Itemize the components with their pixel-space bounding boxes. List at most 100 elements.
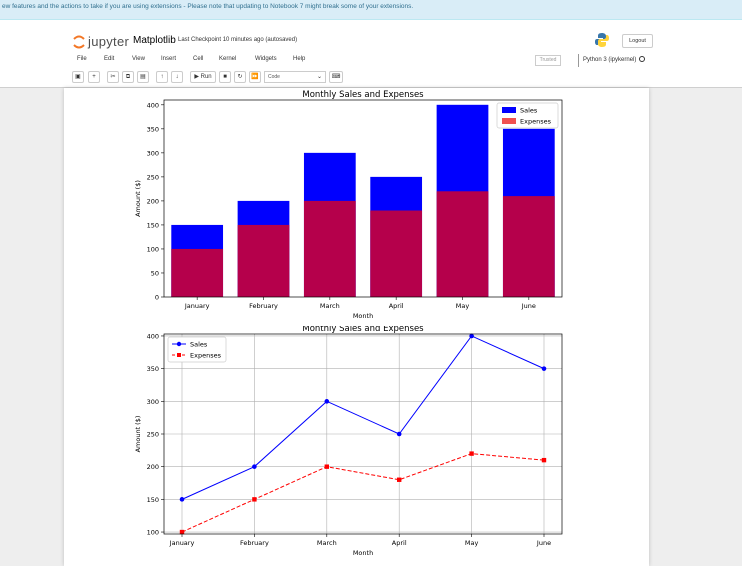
x-tick-label: April: [392, 539, 407, 547]
x-tick-label: June: [536, 539, 551, 547]
x-tick-label: February: [249, 302, 278, 310]
sales-point: [396, 431, 402, 437]
menu-file[interactable]: File: [77, 56, 87, 62]
jupyter-logo-icon[interactable]: [72, 34, 86, 50]
keyboard-icon[interactable]: ⌨: [329, 71, 343, 83]
menu-bar: File Edit View Insert Cell Kernel Widget…: [0, 54, 742, 68]
paste-icon[interactable]: ▤: [137, 71, 149, 83]
y-tick-label: 50: [151, 269, 159, 277]
notification-banner: ew features and the actions to take if y…: [0, 0, 742, 20]
chart-title: Monthly Sales and Expenses: [302, 90, 424, 100]
notebook-cell-output: Monthly Sales and Expenses Month Amount ($…: [64, 88, 649, 566]
menu-cell[interactable]: Cell: [193, 56, 204, 62]
legend-expenses-swatch: [502, 118, 516, 124]
restart-icon[interactable]: ↻: [234, 71, 246, 83]
x-tick-label: June: [521, 302, 536, 310]
kernel-status-icon: [639, 56, 646, 62]
kernel-indicator[interactable]: Python 3 (ipykernel): [578, 54, 646, 67]
checkpoint-time: 10 minutes ago: [222, 37, 264, 43]
expenses-bar: [502, 196, 555, 297]
expenses-bar: [370, 210, 423, 297]
kernel-name: Python 3 (ipykernel): [583, 57, 637, 63]
notebook-name[interactable]: Matplotlib: [133, 35, 176, 46]
run-button[interactable]: ▶ Run: [190, 71, 216, 83]
y-tick-label: 350: [147, 365, 159, 373]
jupyter-logo-text[interactable]: jupyter: [88, 34, 130, 49]
menu-view[interactable]: View: [132, 56, 145, 62]
y-tick-label: 400: [147, 101, 159, 109]
x-tick-label: January: [169, 539, 195, 547]
expenses-bar: [171, 248, 224, 297]
x-tick-label: March: [317, 539, 337, 547]
menu-help[interactable]: Help: [293, 56, 306, 62]
trusted-indicator[interactable]: Trusted: [535, 55, 561, 66]
x-tick-label: January: [184, 302, 210, 310]
y-axis-label: Amount ($): [134, 416, 142, 453]
menu-edit[interactable]: Edit: [104, 56, 115, 62]
bar-chart: Monthly Sales and Expenses Month Amount ($…: [134, 90, 563, 320]
copy-icon[interactable]: ⧉: [122, 71, 134, 83]
checkpoint-status: Last Checkpoint 10 minutes ago (autosave…: [178, 37, 297, 43]
checkpoint-label: Last Checkpoint: [178, 37, 222, 43]
fast-forward-icon[interactable]: ⏩: [249, 71, 261, 83]
y-tick-label: 350: [147, 125, 159, 133]
legend-sales-swatch: [502, 107, 516, 113]
plot-frame: [163, 333, 563, 535]
y-tick-label: 150: [147, 496, 159, 504]
expenses-point: [541, 457, 547, 463]
expenses-line: [181, 453, 545, 533]
move-down-icon[interactable]: ↓: [171, 71, 183, 83]
plot-frame: [163, 99, 563, 298]
x-tick-label: April: [389, 302, 404, 310]
legend-expenses-label: Expenses: [190, 352, 222, 360]
x-tick-label: February: [240, 539, 269, 547]
add-cell-icon[interactable]: +: [88, 71, 100, 83]
legend-expenses-marker: [177, 353, 181, 357]
legend-sales-marker: [176, 341, 182, 347]
menu-kernel[interactable]: Kernel: [219, 56, 237, 62]
y-axis-label: Amount ($): [134, 180, 142, 217]
notebook-header: jupyter Matplotlib Last Checkpoint 10 mi…: [0, 20, 742, 88]
legend-sales-label: Sales: [190, 341, 208, 349]
expenses-bar: [237, 224, 290, 297]
stop-icon[interactable]: ■: [219, 71, 231, 83]
y-tick-label: 250: [147, 431, 159, 439]
legend-sales-label: Sales: [520, 107, 538, 115]
y-tick-label: 150: [147, 221, 159, 229]
menu-widgets[interactable]: Widgets: [255, 56, 277, 62]
expenses-bar: [436, 191, 489, 297]
legend-expenses-label: Expenses: [520, 118, 552, 126]
menu-insert[interactable]: Insert: [161, 56, 177, 62]
y-tick-label: 100: [147, 529, 159, 537]
cell-type-value: Code: [268, 74, 280, 80]
y-tick-label: 300: [147, 149, 159, 157]
y-tick-label: 100: [147, 245, 159, 253]
expenses-point: [179, 529, 185, 535]
save-icon[interactable]: ▣: [72, 71, 84, 83]
cell-type-select[interactable]: Code ⌄: [264, 71, 326, 83]
x-tick-label: March: [320, 302, 340, 310]
x-tick-label: May: [465, 539, 479, 547]
move-up-icon[interactable]: ↑: [156, 71, 168, 83]
legend: [167, 336, 227, 363]
python-logo-icon: [595, 33, 609, 47]
logout-button[interactable]: Logout: [622, 34, 653, 48]
y-tick-label: 0: [155, 294, 159, 302]
cut-icon[interactable]: ✂: [107, 71, 119, 83]
sales-line: [181, 335, 545, 500]
sales-point: [541, 366, 547, 371]
sales-point: [469, 333, 474, 339]
chevron-down-icon: ⌄: [316, 74, 322, 80]
line-chart: Monthly Sales and Expenses Month Amount ($…: [134, 326, 563, 557]
notebook-toolbar: ▣ + ✂ ⧉ ▤ ↑ ↓ ▶ Run ■ ↻ ⏩ Code ⌄ ⌨: [0, 71, 742, 85]
expenses-bar: [303, 200, 356, 297]
chart-title: Monthly Sales and Expenses: [302, 326, 424, 334]
expenses-point: [397, 477, 402, 482]
x-axis-label: Month: [353, 549, 373, 557]
run-label: Run: [200, 74, 212, 80]
expenses-point: [252, 497, 257, 502]
banner-text: ew features and the actions to take if y…: [2, 3, 414, 10]
autosave-status: (autosaved): [265, 37, 298, 43]
x-tick-label: May: [456, 302, 470, 310]
y-tick-label: 250: [147, 173, 159, 181]
